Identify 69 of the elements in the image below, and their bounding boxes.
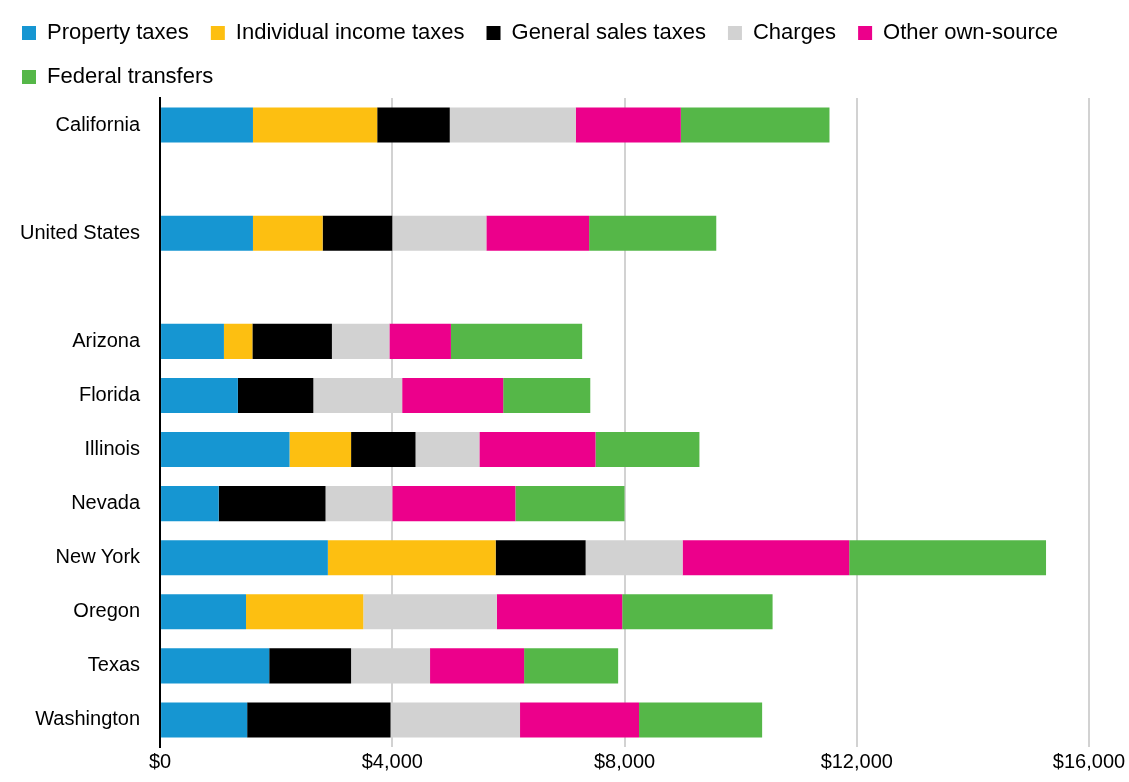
- bar: [392, 486, 516, 522]
- bar: [161, 215, 253, 251]
- bar: [327, 540, 496, 576]
- y-tick-label: Arizona: [72, 328, 141, 351]
- x-tick-label: $0: [148, 749, 172, 772]
- bar: [161, 540, 328, 576]
- bar: [495, 540, 586, 576]
- bar: [680, 107, 830, 143]
- y-tick-label: Oregon: [73, 599, 141, 622]
- bar: [622, 594, 773, 630]
- y-tick-label: Illinois: [84, 437, 141, 460]
- bar: [246, 594, 364, 630]
- y-tick-label: Texas: [87, 653, 141, 676]
- bar: [520, 702, 640, 738]
- bar: [515, 486, 625, 522]
- y-tick-label: New York: [55, 545, 142, 568]
- bar: [161, 377, 238, 414]
- bar: [415, 431, 480, 468]
- bar: [247, 702, 391, 738]
- bar: [595, 431, 700, 468]
- y-tick-label: California: [55, 112, 141, 135]
- legend-label: Property taxes: [47, 19, 189, 45]
- bar: [402, 377, 504, 414]
- bar: [161, 648, 270, 684]
- bar: [237, 377, 314, 414]
- bar: [252, 323, 332, 359]
- bar: [496, 594, 623, 630]
- y-tick-label: Nevada: [71, 491, 141, 514]
- bar: [589, 215, 717, 251]
- bar: [449, 107, 576, 143]
- x-tick-label: $4,000: [361, 749, 423, 772]
- y-tick-label: United States: [19, 220, 141, 243]
- bar: [524, 648, 619, 684]
- bar: [161, 702, 248, 738]
- bar: [849, 540, 1047, 576]
- bar: [161, 431, 290, 468]
- bar: [389, 323, 451, 359]
- x-tick-label: $16,000: [1052, 749, 1126, 772]
- legend-label: Charges: [752, 19, 837, 45]
- bar: [479, 431, 596, 468]
- bar: [269, 648, 352, 684]
- bar: [682, 540, 850, 576]
- legend-label: Individual income taxes: [235, 19, 465, 45]
- bar: [218, 486, 326, 522]
- bar: [351, 431, 416, 468]
- legend-label: General sales taxes: [511, 19, 706, 45]
- bar: [223, 323, 253, 359]
- legend-label: Federal transfers: [47, 63, 214, 89]
- bar: [161, 107, 253, 143]
- bar: [252, 107, 378, 143]
- y-tick-label: Washington: [35, 707, 141, 730]
- bar: [377, 107, 450, 143]
- bar: [331, 323, 390, 359]
- bar: [161, 323, 224, 359]
- bar: [289, 431, 352, 468]
- bar: [430, 648, 525, 684]
- bar: [575, 107, 681, 143]
- bar: [322, 215, 393, 251]
- bar: [252, 215, 323, 251]
- bar: [161, 594, 246, 630]
- x-tick-label: $8,000: [593, 749, 656, 772]
- bar: [450, 323, 583, 359]
- bar: [639, 702, 763, 738]
- x-tick-label: $12,000: [820, 749, 893, 772]
- bar: [486, 215, 590, 251]
- bar: [503, 377, 591, 414]
- y-tick-label: Florida: [78, 382, 141, 405]
- bar: [161, 486, 219, 522]
- legend-label: Other own-source: [883, 19, 1058, 45]
